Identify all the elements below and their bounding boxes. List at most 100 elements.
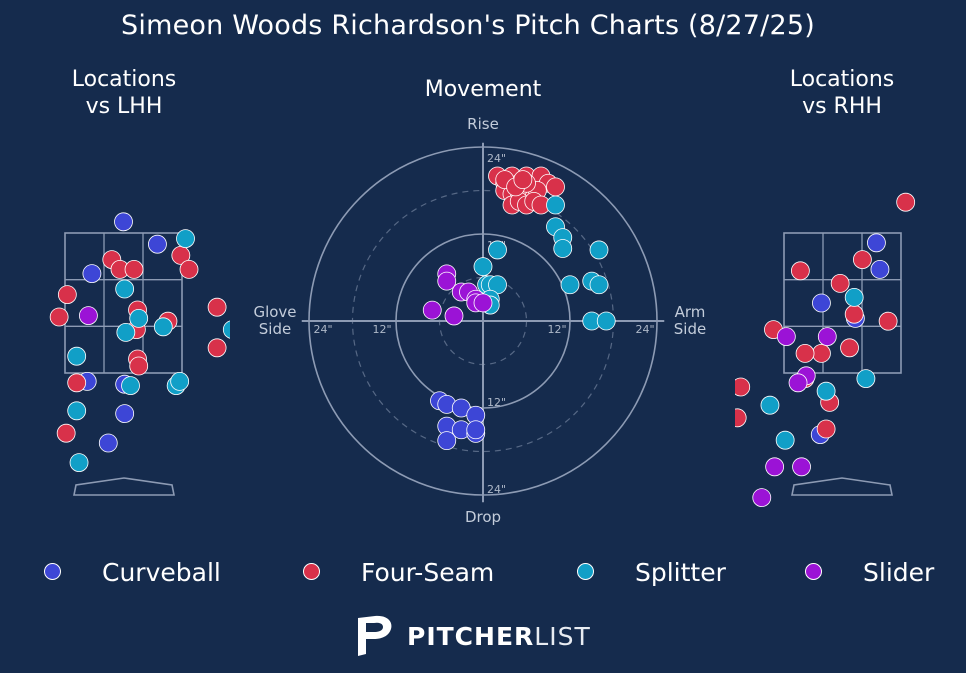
movement-ring-label-24-left: 24" [313,323,332,336]
rhh-point-curveball [870,259,890,279]
legend-marker-splitter [577,563,594,580]
rhh-point-four-seam [816,419,836,439]
lhh-point-four-seam [179,259,199,279]
rhh-point-four-seam [830,273,850,293]
lhh-point-four-seam [124,259,144,279]
legend-label-curveball: Curveball [102,558,221,587]
movement-ring-label-24-top: 24" [487,152,506,165]
movement-point-splitter [589,275,609,295]
movement-ring-label-24-bottom: 24" [487,483,506,496]
movement-point-splitter [546,195,565,215]
brand-bold-text: PITCHER [407,622,535,651]
lhh-point-four-seam [56,423,76,443]
lhh-point-splitter [67,346,87,366]
movement-label-drop: Drop [465,508,501,526]
rhh-point-slider [776,327,796,347]
movement-point-slider [473,293,493,313]
movement-label-glove-side-1: Glove [253,303,296,321]
movement-label-arm-side-2: Side [674,320,706,338]
brand-light-text: LIST [534,622,591,651]
lhh-point-curveball [114,212,133,232]
movement-point-curveball [437,431,457,451]
lhh-point-four-seam [207,338,227,358]
lhh-panel-title: Locations vs LHH [44,66,204,120]
rhh-point-splitter [816,381,836,401]
movement-point-four-seam [513,170,533,190]
rhh-point-four-seam [735,377,751,397]
movement-point-splitter [589,240,609,260]
movement-point-slider [437,271,457,291]
lhh-point-curveball [98,433,118,453]
lhh-point-curveball [148,234,167,254]
lhh-point-curveball [115,404,135,424]
movement-ring-label-12-bottom: 12" [487,396,506,409]
rhh-strike-zone [783,232,902,374]
rhh-point-splitter [856,369,876,389]
movement-point-splitter [596,311,616,331]
lhh-point-splitter [153,317,173,337]
rhh-point-four-seam [812,343,831,363]
legend-label-splitter: Splitter [635,558,726,587]
lhh-point-slider [79,306,98,326]
rhh-point-splitter [775,430,795,450]
legend-label-slider: Slider [863,558,935,587]
lhh-point-splitter [129,308,149,328]
rhh-point-curveball [867,233,886,253]
rhh-point-four-seam [795,343,815,363]
rhh-point-curveball [812,293,831,313]
lhh-point-splitter [170,371,190,391]
movement-point-slider [422,300,442,320]
lhh-point-four-seam [129,356,149,376]
lhh-point-splitter [222,320,230,339]
movement-panel-title: Movement [424,77,542,102]
rhh-point-four-seam [896,192,916,212]
legend-label-four-seam: Four-Seam [361,558,495,587]
rhh-point-splitter [844,287,864,307]
movement-point-splitter [473,257,493,277]
legend-marker-slider [805,563,822,580]
legend: Curveball Four-Seam Splitter Slider [0,553,966,593]
lhh-panel-title-text: Locations vs LHH [71,67,177,119]
pitcherlist-logo-icon [358,615,392,656]
movement-point-splitter [560,275,580,295]
rhh-panel-title-text: Locations vs RHH [789,67,895,119]
rhh-point-four-seam [852,250,872,270]
pitcherlist-wordmark: PITCHERLIST [407,622,591,651]
lhh-point-four-seam [67,373,87,393]
lhh-point-splitter [116,322,136,342]
movement-point-splitter [488,240,507,260]
rhh-points [735,192,916,508]
rhh-point-slider [792,457,811,477]
pitcherlist-brand: PITCHERLIST [355,612,595,658]
lhh-point-splitter [67,401,87,421]
lhh-point-splitter [69,453,89,473]
movement-point-curveball [466,420,486,440]
lhh-points [49,212,230,473]
rhh-point-slider [788,373,808,393]
lhh-point-four-seam [57,285,77,305]
lhh-point-splitter [115,279,135,299]
lhh-point-curveball [82,264,102,284]
legend-marker-curveball [44,563,61,580]
rhh-home-plate [791,477,893,496]
lhh-home-plate [73,477,175,496]
movement-ring-label-12-right: 12" [547,323,566,336]
chart-title: Simeon Woods Richardson's Pitch Charts (… [121,10,815,41]
rhh-point-splitter [760,395,780,415]
movement-ring-label-24-right: 24" [635,323,654,336]
lhh-point-four-seam [49,307,69,327]
lhh-point-splitter [121,376,140,396]
movement-label-glove-side-2: Side [259,320,291,338]
movement-point-four-seam [546,177,565,197]
rhh-point-slider [765,457,785,477]
rhh-point-four-seam [840,338,859,358]
legend-marker-four-seam [303,563,320,580]
lhh-point-four-seam [207,297,227,317]
rhh-point-four-seam [790,261,810,281]
lhh-point-splitter [176,229,195,249]
rhh-point-four-seam [878,311,898,331]
movement-ring-label-12-left: 12" [372,323,391,336]
rhh-point-four-seam [844,304,864,324]
movement-point-slider [444,306,464,326]
